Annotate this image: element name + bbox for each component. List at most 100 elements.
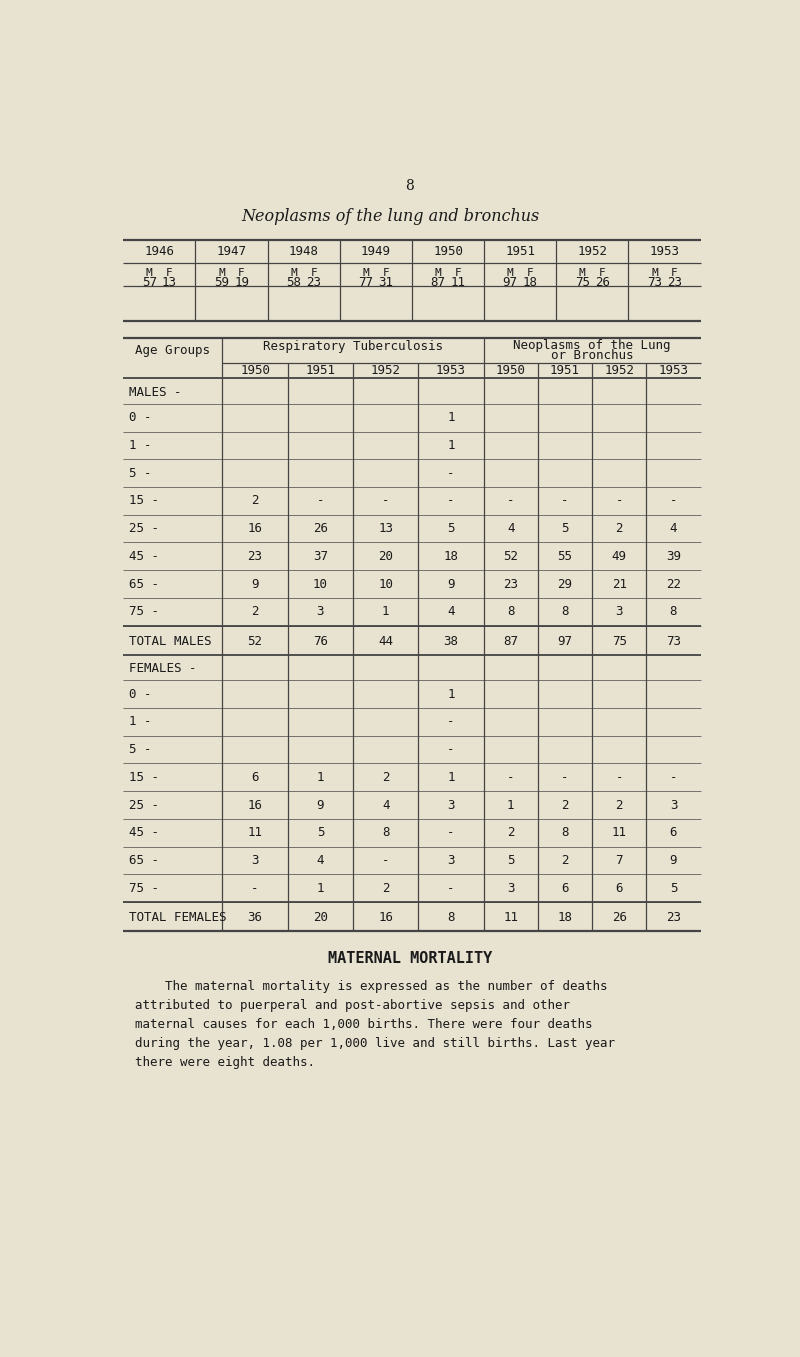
Text: 97: 97 [558,635,573,647]
Text: 2: 2 [251,605,259,619]
Text: F: F [310,267,317,278]
Text: 75 -: 75 - [130,605,159,619]
Text: 5: 5 [507,854,514,867]
Text: 55: 55 [558,550,573,563]
Text: 65 -: 65 - [130,578,159,590]
Text: 2: 2 [382,882,390,894]
Text: 5 -: 5 - [130,467,152,479]
Text: 73: 73 [666,635,681,647]
Text: F: F [166,267,173,278]
Text: 8: 8 [507,605,514,619]
Text: 2: 2 [382,771,390,784]
Text: 4: 4 [317,854,324,867]
Text: 8: 8 [670,605,678,619]
Text: 0 -: 0 - [130,411,152,425]
Text: FEMALES -: FEMALES - [130,662,197,676]
Text: 6: 6 [670,826,678,839]
Text: 1: 1 [447,771,454,784]
Text: 5: 5 [317,826,324,839]
Text: 20: 20 [378,550,393,563]
Text: 87: 87 [503,635,518,647]
Text: 21: 21 [612,578,626,590]
Text: 37: 37 [313,550,328,563]
Text: 26: 26 [313,522,328,535]
Text: 15 -: 15 - [130,771,159,784]
Text: TOTAL MALES: TOTAL MALES [130,635,212,647]
Text: -: - [382,494,390,508]
Text: 1952: 1952 [604,364,634,377]
Text: 15 -: 15 - [130,494,159,508]
Text: 4: 4 [670,522,678,535]
Text: 23: 23 [247,550,262,563]
Text: -: - [447,882,454,894]
Text: 9: 9 [670,854,678,867]
Text: M: M [362,267,369,278]
Text: 1 -: 1 - [130,715,152,729]
Text: 7: 7 [615,854,623,867]
Text: -: - [447,494,454,508]
Text: 9: 9 [251,578,259,590]
Text: 11: 11 [612,826,626,839]
Text: 1: 1 [447,438,454,452]
Text: 1950: 1950 [433,244,463,258]
Text: 1946: 1946 [144,244,174,258]
Text: 8: 8 [382,826,390,839]
Text: 2: 2 [615,798,623,811]
Text: 65 -: 65 - [130,854,159,867]
Text: or Bronchus: or Bronchus [551,349,634,362]
Text: 58: 58 [286,277,301,289]
Text: 18: 18 [443,550,458,563]
Text: 52: 52 [247,635,262,647]
Text: 44: 44 [378,635,393,647]
Text: Neoplasms of the lung and bronchus: Neoplasms of the lung and bronchus [242,208,540,225]
Text: 19: 19 [234,277,249,289]
Text: 3: 3 [670,798,678,811]
Text: M: M [146,267,153,278]
Text: 3: 3 [447,854,454,867]
Text: -: - [447,715,454,729]
Text: MALES -: MALES - [130,385,182,399]
Text: -: - [382,854,390,867]
Text: 75: 75 [574,277,590,289]
Text: 16: 16 [247,522,262,535]
Text: 23: 23 [503,578,518,590]
Text: 5 -: 5 - [130,744,152,756]
Text: 3: 3 [615,605,623,619]
Text: 1 -: 1 - [130,438,152,452]
Text: Neoplasms of the Lung: Neoplasms of the Lung [514,339,671,351]
Text: F: F [382,267,390,278]
Text: 20: 20 [313,911,328,924]
Text: M: M [651,267,658,278]
Text: 4: 4 [447,605,454,619]
Text: 8: 8 [447,911,454,924]
Text: The maternal mortality is expressed as the number of deaths
attributed to puerpe: The maternal mortality is expressed as t… [135,980,615,1069]
Text: 2: 2 [615,522,623,535]
Text: 2: 2 [562,798,569,811]
Text: 11: 11 [503,911,518,924]
Text: 1: 1 [447,688,454,700]
Text: F: F [527,267,534,278]
Text: 3: 3 [251,854,259,867]
Text: -: - [507,494,514,508]
Text: M: M [218,267,225,278]
Text: -: - [251,882,259,894]
Text: -: - [670,494,678,508]
Text: 77: 77 [358,277,374,289]
Text: 3: 3 [507,882,514,894]
Text: 3: 3 [317,605,324,619]
Text: 13: 13 [378,522,393,535]
Text: 1953: 1953 [650,244,679,258]
Text: 36: 36 [247,911,262,924]
Text: 10: 10 [313,578,328,590]
Text: 8: 8 [406,179,414,193]
Text: 76: 76 [313,635,328,647]
Text: MATERNAL MORTALITY: MATERNAL MORTALITY [328,951,492,966]
Text: 73: 73 [647,277,662,289]
Text: 13: 13 [162,277,177,289]
Text: 52: 52 [503,550,518,563]
Text: 25 -: 25 - [130,522,159,535]
Text: -: - [447,744,454,756]
Text: M: M [506,267,514,278]
Text: 9: 9 [317,798,324,811]
Text: 23: 23 [306,277,322,289]
